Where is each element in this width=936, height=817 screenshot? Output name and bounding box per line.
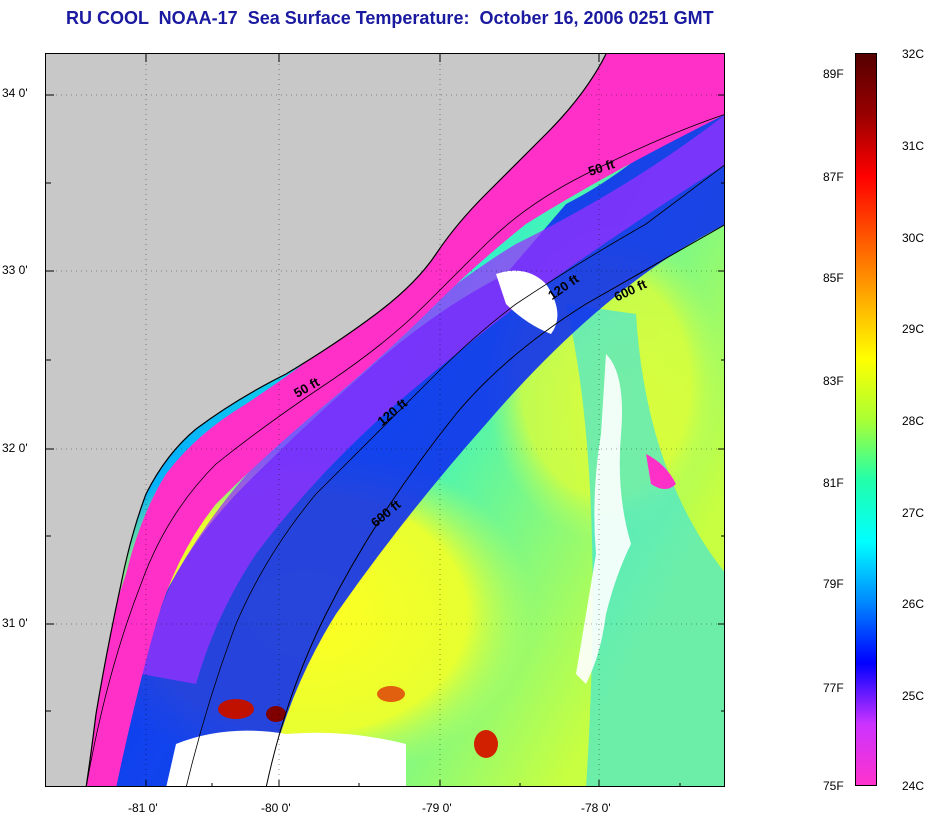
lat-label-34: 34 0'	[2, 86, 28, 100]
warm-spot	[218, 699, 254, 719]
colorbar-label-c: 25C	[902, 689, 925, 703]
colorbar-label-f: 87F	[823, 170, 844, 184]
colorbar-label-f: 75F	[823, 779, 844, 793]
land-area	[46, 54, 606, 786]
cloud-patch	[576, 354, 631, 684]
isobath-120ft	[186, 165, 724, 786]
colorbar-label-f: 77F	[823, 681, 844, 695]
warm-spot	[266, 706, 286, 722]
lat-label-32: 32 0'	[2, 441, 28, 455]
page-title: RU COOL NOAA-17 Sea Surface Temperature:…	[66, 8, 714, 28]
cloud-patch	[166, 730, 406, 786]
colorbar-label-c: 27C	[902, 506, 925, 520]
lat-label-33: 33 0'	[2, 263, 28, 277]
colorbar-label-f: 85F	[823, 271, 844, 285]
colorbar-label-f: 89F	[823, 67, 844, 81]
mixing-zone	[141, 115, 724, 684]
lon-label-80: -80 0'	[261, 801, 291, 815]
colorbar-label-c: 32C	[902, 47, 925, 61]
axis-ticks	[46, 54, 724, 786]
cloud-patch	[646, 454, 676, 489]
warm-spot	[377, 686, 405, 702]
warm-spot	[474, 730, 498, 758]
isobath-600ft	[265, 224, 724, 786]
colorbar-label-f: 83F	[823, 374, 844, 388]
lon-label-79: -79 0'	[422, 801, 452, 815]
sst-map-image: 50 ft 120 ft 600 ft 50 ft 120 ft 600 ft	[46, 54, 724, 786]
colorbar-label-c: 31C	[902, 139, 925, 153]
graticule	[46, 54, 724, 786]
lon-label-78: -78 0'	[581, 801, 611, 815]
colorbar-label-f: 81F	[823, 476, 844, 490]
colorbar-label-c: 24C	[902, 779, 925, 793]
colorbar-label-c: 30C	[902, 231, 925, 245]
sst-map[interactable]: 50 ft 120 ft 600 ft 50 ft 120 ft 600 ft	[45, 53, 725, 787]
coastal-cool-water	[66, 54, 724, 786]
colorbar	[855, 53, 877, 786]
lat-label-31: 31 0'	[2, 616, 28, 630]
coastline	[85, 54, 607, 786]
lon-label-81: -81 0'	[128, 801, 158, 815]
colorbar-label-c: 29C	[902, 322, 925, 336]
colorbar-label-c: 28C	[902, 414, 925, 428]
isobath-50ft	[85, 114, 724, 786]
colorbar-label-c: 26C	[902, 597, 925, 611]
colorbar-label-f: 79F	[823, 577, 844, 591]
